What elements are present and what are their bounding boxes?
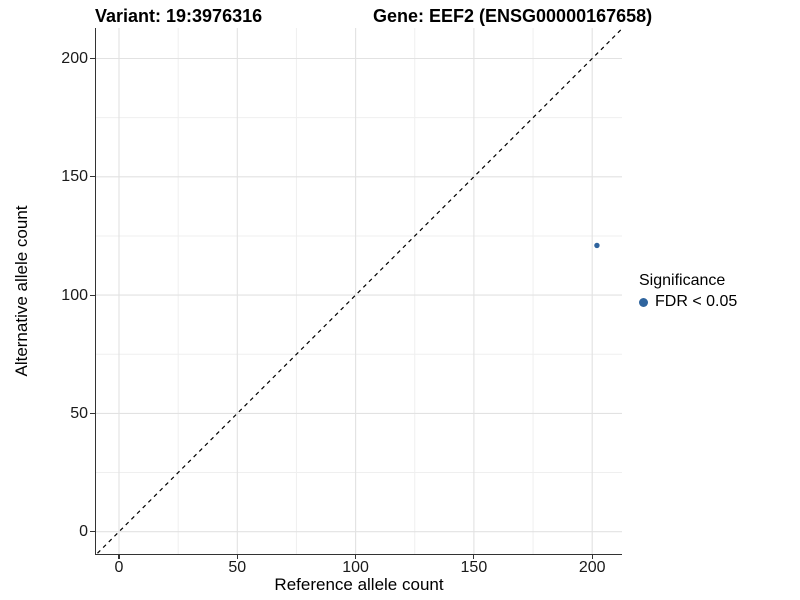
legend-entry-label: FDR < 0.05 bbox=[655, 293, 738, 310]
legend-entry: FDR < 0.05 bbox=[639, 293, 737, 311]
y-tick-label: 50 bbox=[70, 404, 88, 422]
y-tick-label: 200 bbox=[61, 50, 88, 67]
y-tick-mark bbox=[90, 57, 95, 60]
x-axis-line bbox=[94, 553, 623, 555]
plot-title-gene: Gene: EEF2 (ENSG00000167658) bbox=[373, 6, 653, 26]
x-axis-title: Reference allele count bbox=[274, 575, 444, 594]
x-tick-label: 50 bbox=[228, 559, 247, 576]
legend-entries: FDR < 0.05 bbox=[639, 293, 737, 311]
y-tick-mark bbox=[90, 176, 95, 178]
y-axis-line bbox=[94, 28, 96, 555]
plot-panel bbox=[96, 28, 622, 554]
x-tick-label: 200 bbox=[578, 559, 606, 576]
identity-line bbox=[97, 28, 622, 554]
x-tick-mark bbox=[355, 554, 357, 560]
y-tick-label: 100 bbox=[61, 286, 88, 304]
x-tick-mark bbox=[591, 554, 593, 560]
legend: Significance FDR < 0.05 bbox=[639, 271, 737, 311]
x-tick-mark bbox=[236, 554, 238, 560]
y-tick-mark bbox=[90, 531, 95, 533]
x-tick-label: 100 bbox=[342, 559, 369, 576]
x-tick-label: 0 bbox=[114, 559, 124, 576]
y-tick-label: 150 bbox=[61, 168, 88, 186]
y-tick-label: 0 bbox=[79, 523, 88, 541]
legend-point-icon bbox=[639, 297, 648, 307]
plot-title-variant: Variant: 19:3976316 bbox=[95, 6, 263, 26]
x-tick-mark bbox=[473, 554, 475, 560]
y-tick-mark bbox=[90, 412, 95, 414]
y-tick-mark bbox=[90, 294, 95, 296]
x-tick-label: 150 bbox=[460, 559, 488, 576]
legend-title: Significance bbox=[639, 272, 726, 289]
x-tick-mark bbox=[118, 554, 120, 560]
y-axis-title: Alternative allele count bbox=[12, 205, 31, 377]
plot-canvas bbox=[96, 28, 622, 554]
data-point bbox=[594, 242, 600, 249]
